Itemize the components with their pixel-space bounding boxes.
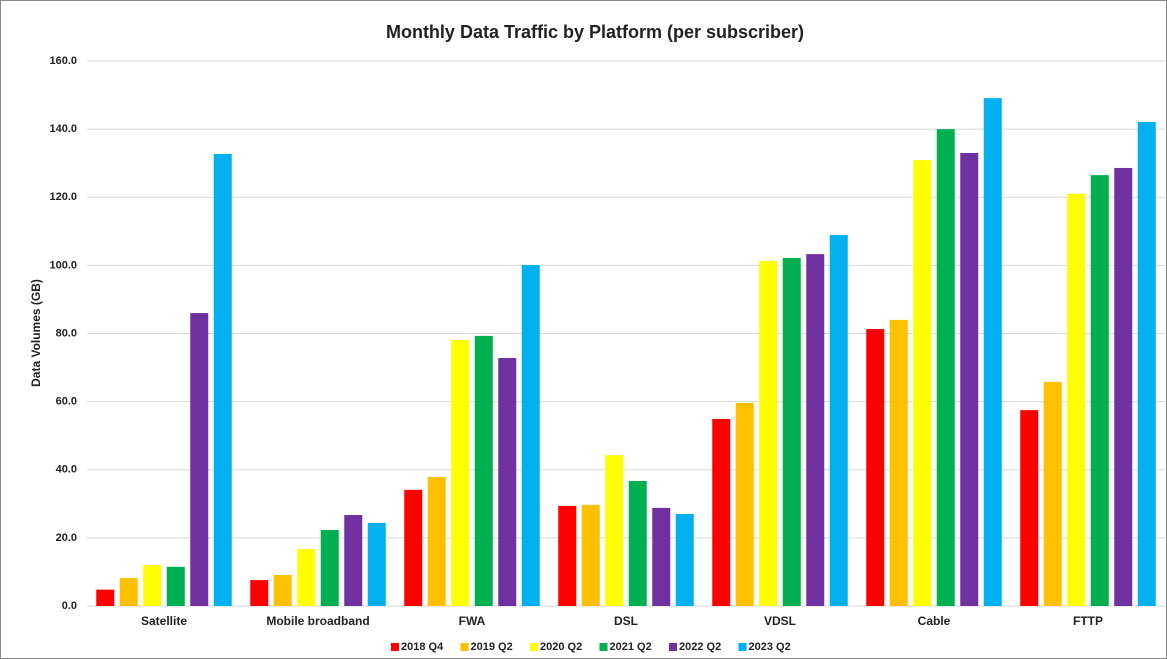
y-tick-label: 160.0 bbox=[49, 55, 77, 67]
bar bbox=[605, 455, 624, 606]
bar bbox=[451, 339, 470, 606]
bar bbox=[1067, 193, 1086, 606]
legend-swatch bbox=[460, 643, 469, 651]
bar bbox=[427, 476, 446, 606]
x-tick-label: Cable bbox=[918, 614, 951, 628]
y-tick-label: 100.0 bbox=[49, 259, 77, 271]
bar bbox=[628, 480, 647, 606]
x-tick-label: FTTP bbox=[1073, 614, 1103, 628]
bar bbox=[1137, 121, 1156, 607]
x-tick-label: Mobile broadband bbox=[266, 614, 369, 628]
bar bbox=[581, 504, 600, 606]
legend-swatch bbox=[391, 643, 399, 651]
bar bbox=[498, 358, 517, 606]
bar bbox=[913, 160, 932, 606]
bar bbox=[190, 313, 209, 606]
legend-swatch bbox=[669, 643, 677, 651]
bar bbox=[143, 565, 162, 606]
legend-label: 2023 Q2 bbox=[749, 641, 791, 653]
legend-swatch bbox=[599, 643, 608, 651]
x-tick-label: FWA bbox=[459, 614, 486, 628]
bar bbox=[297, 549, 316, 606]
bar bbox=[675, 514, 694, 606]
bar bbox=[320, 530, 339, 606]
bar bbox=[866, 329, 885, 606]
bar bbox=[829, 235, 848, 606]
bar bbox=[96, 589, 115, 606]
y-tick-label: 40.0 bbox=[56, 464, 77, 476]
bar bbox=[1114, 167, 1133, 607]
y-tick-label: 80.0 bbox=[56, 327, 77, 339]
legend-label: 2022 Q2 bbox=[679, 641, 721, 653]
bar bbox=[474, 335, 493, 606]
bar bbox=[983, 98, 1002, 607]
y-tick-label: 60.0 bbox=[56, 396, 77, 408]
legend-swatch bbox=[738, 643, 747, 651]
bar bbox=[1043, 381, 1062, 606]
bar bbox=[735, 402, 754, 606]
y-tick-label: 20.0 bbox=[56, 532, 77, 544]
bar bbox=[1020, 410, 1039, 606]
bar bbox=[712, 418, 731, 606]
bar bbox=[960, 152, 979, 606]
bar bbox=[558, 505, 577, 606]
bar bbox=[250, 580, 269, 606]
x-tick-label: VDSL bbox=[764, 614, 796, 628]
bar bbox=[273, 575, 292, 606]
bar bbox=[213, 153, 232, 606]
bar bbox=[521, 265, 540, 606]
y-axis-label: Data Volumes (GB) bbox=[29, 279, 43, 387]
bar bbox=[936, 129, 955, 606]
bar bbox=[889, 319, 908, 606]
legend-label: 2019 Q2 bbox=[471, 641, 513, 653]
bar bbox=[367, 522, 386, 606]
bar bbox=[806, 254, 825, 606]
bar bbox=[652, 507, 671, 606]
bar bbox=[344, 515, 363, 606]
legend-label: 2020 Q2 bbox=[540, 641, 582, 653]
legend-label: 2018 Q4 bbox=[401, 641, 444, 653]
bar bbox=[166, 566, 185, 606]
x-tick-label: Satellite bbox=[141, 614, 187, 628]
bar bbox=[782, 257, 801, 606]
y-tick-label: 140.0 bbox=[49, 123, 77, 135]
bar bbox=[119, 578, 138, 606]
bar bbox=[404, 489, 423, 606]
bar bbox=[759, 260, 778, 606]
legend-swatch bbox=[530, 643, 538, 651]
bar bbox=[1090, 175, 1109, 606]
legend-label: 2021 Q2 bbox=[610, 641, 652, 653]
x-tick-label: DSL bbox=[614, 614, 638, 628]
y-tick-label: 0.0 bbox=[62, 600, 77, 612]
chart-title: Monthly Data Traffic by Platform (per su… bbox=[386, 22, 804, 42]
y-tick-label: 120.0 bbox=[49, 191, 77, 203]
